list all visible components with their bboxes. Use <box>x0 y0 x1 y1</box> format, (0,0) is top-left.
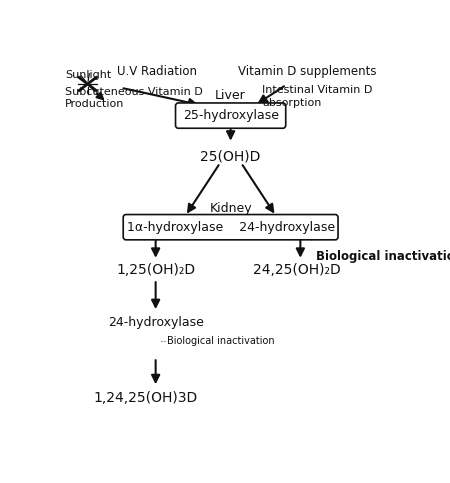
FancyBboxPatch shape <box>176 103 286 128</box>
Text: 24-hydroxylase: 24-hydroxylase <box>108 315 203 328</box>
Text: 25(OH)D: 25(OH)D <box>200 150 261 164</box>
Text: 24,25(OH)₂D: 24,25(OH)₂D <box>253 263 341 277</box>
Text: Vitamin D supplements: Vitamin D supplements <box>238 65 377 78</box>
Text: Kidney: Kidney <box>209 202 252 215</box>
Text: Intestinal Vitamin D
absorption: Intestinal Vitamin D absorption <box>262 85 373 108</box>
Text: 1α-hydroxylase    24-hydroxylase: 1α-hydroxylase 24-hydroxylase <box>126 221 335 234</box>
Text: U.V Radiation: U.V Radiation <box>117 65 197 78</box>
Text: 1,25(OH)₂D: 1,25(OH)₂D <box>116 263 195 277</box>
Text: Biological inactivation: Biological inactivation <box>167 336 275 346</box>
Text: 1,24,25(OH)3D: 1,24,25(OH)3D <box>93 391 197 405</box>
Text: Subcuteneous Vitamin D
Production: Subcuteneous Vitamin D Production <box>65 86 202 109</box>
Text: Sunlight: Sunlight <box>65 70 111 80</box>
FancyBboxPatch shape <box>123 214 338 240</box>
Text: Liver: Liver <box>215 89 246 102</box>
Text: Biological inactivation: Biological inactivation <box>316 250 450 263</box>
Text: 25-hydroxylase: 25-hydroxylase <box>183 109 279 122</box>
